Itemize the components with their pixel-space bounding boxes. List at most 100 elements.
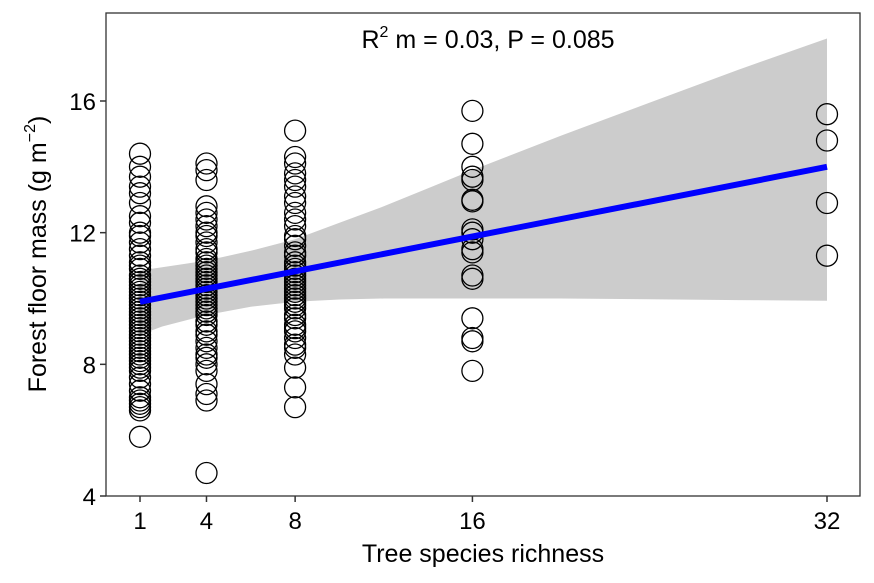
data-point bbox=[283, 234, 307, 257]
data-point bbox=[461, 241, 484, 264]
data-point bbox=[195, 214, 218, 238]
series-richness-32 bbox=[815, 103, 839, 267]
data-point bbox=[128, 244, 152, 267]
data-point bbox=[128, 372, 152, 396]
data-point bbox=[195, 461, 218, 485]
data-point bbox=[461, 190, 484, 213]
y-tick-label: 4 bbox=[83, 484, 96, 511]
data-point bbox=[195, 389, 218, 412]
data-point bbox=[195, 152, 218, 175]
data-point bbox=[283, 168, 307, 192]
data-point bbox=[283, 244, 307, 267]
y-axis: 4 8 12 16 bbox=[69, 89, 106, 511]
data-point bbox=[283, 208, 307, 231]
data-point bbox=[128, 165, 152, 188]
data-point bbox=[128, 257, 152, 281]
x-axis: 1 4 8 16 32 bbox=[133, 496, 840, 535]
data-point bbox=[815, 191, 839, 215]
data-point bbox=[195, 353, 218, 376]
data-point bbox=[195, 323, 218, 346]
y-axis-title-main: Forest floor mass (g m bbox=[24, 142, 52, 392]
data-point bbox=[283, 175, 307, 198]
data-point bbox=[195, 372, 218, 396]
data-point bbox=[461, 99, 484, 123]
data-point bbox=[128, 191, 152, 215]
x-axis-title: Tree species richness bbox=[362, 540, 604, 568]
y-tick-label: 12 bbox=[69, 221, 96, 248]
confidence-band bbox=[140, 38, 827, 335]
data-point bbox=[461, 155, 484, 178]
data-point bbox=[195, 195, 218, 218]
data-point bbox=[128, 399, 152, 422]
fit-line-layer bbox=[139, 163, 828, 305]
data-point bbox=[128, 425, 152, 448]
data-point bbox=[815, 129, 839, 152]
data-point bbox=[195, 224, 218, 248]
data-point bbox=[195, 231, 218, 254]
data-point bbox=[461, 359, 484, 383]
data-point bbox=[195, 303, 218, 327]
data-point bbox=[461, 307, 484, 330]
data-point bbox=[128, 142, 152, 165]
data-point bbox=[128, 366, 152, 389]
y-tick-label: 8 bbox=[83, 352, 96, 379]
x-tick-label: 16 bbox=[459, 508, 486, 535]
series-richness-4 bbox=[195, 152, 218, 485]
data-point bbox=[128, 175, 152, 198]
points-layer bbox=[128, 99, 839, 485]
data-point bbox=[128, 205, 152, 228]
confidence-band-layer bbox=[140, 38, 827, 335]
data-point bbox=[283, 326, 307, 350]
data-point bbox=[195, 201, 218, 225]
data-point bbox=[128, 237, 152, 261]
data-point bbox=[283, 201, 307, 225]
x-tick-label: 32 bbox=[814, 508, 841, 535]
x-tick-label: 1 bbox=[133, 508, 146, 535]
x-tick-label: 8 bbox=[288, 508, 301, 535]
data-point bbox=[128, 182, 152, 205]
data-point bbox=[283, 228, 307, 251]
data-point bbox=[195, 208, 218, 231]
data-point bbox=[128, 224, 152, 248]
data-point bbox=[283, 336, 307, 360]
data-point bbox=[128, 359, 152, 383]
data-point bbox=[815, 244, 839, 267]
data-point bbox=[195, 336, 218, 360]
data-point bbox=[283, 162, 307, 185]
data-point bbox=[283, 191, 307, 215]
data-point bbox=[283, 145, 307, 169]
data-point bbox=[195, 382, 218, 406]
stats-annotation: R2 m = 0.03, P = 0.085 bbox=[361, 24, 614, 54]
data-point bbox=[128, 155, 152, 178]
stats-text: m = 0.03, P = 0.085 bbox=[388, 26, 614, 54]
y-tick-label: 16 bbox=[69, 89, 96, 116]
data-point bbox=[283, 356, 307, 379]
data-point bbox=[283, 320, 307, 343]
data-point bbox=[195, 241, 218, 264]
series-richness-8 bbox=[283, 119, 307, 419]
data-point bbox=[195, 313, 218, 336]
data-point bbox=[461, 330, 484, 353]
data-point bbox=[128, 231, 152, 254]
y-axis-title-superscript: −2 bbox=[22, 124, 39, 142]
data-point bbox=[195, 346, 218, 369]
data-point bbox=[128, 379, 152, 402]
data-point bbox=[195, 158, 218, 182]
y-axis-title-close: ) bbox=[24, 116, 52, 124]
data-point bbox=[283, 376, 307, 399]
data-point bbox=[283, 307, 307, 330]
data-point bbox=[195, 359, 218, 383]
data-point bbox=[283, 343, 307, 366]
y-axis-title: Forest floor mass (g m−2) bbox=[22, 116, 52, 393]
data-point bbox=[195, 168, 218, 192]
r-superscript: 2 bbox=[380, 24, 389, 41]
data-point bbox=[195, 330, 218, 353]
regression-line bbox=[139, 163, 828, 305]
x-tick-label: 4 bbox=[200, 508, 213, 535]
data-point bbox=[815, 103, 839, 126]
data-point bbox=[461, 267, 484, 290]
series-richness-1 bbox=[128, 142, 152, 448]
data-point bbox=[461, 132, 484, 155]
data-point bbox=[283, 395, 307, 419]
